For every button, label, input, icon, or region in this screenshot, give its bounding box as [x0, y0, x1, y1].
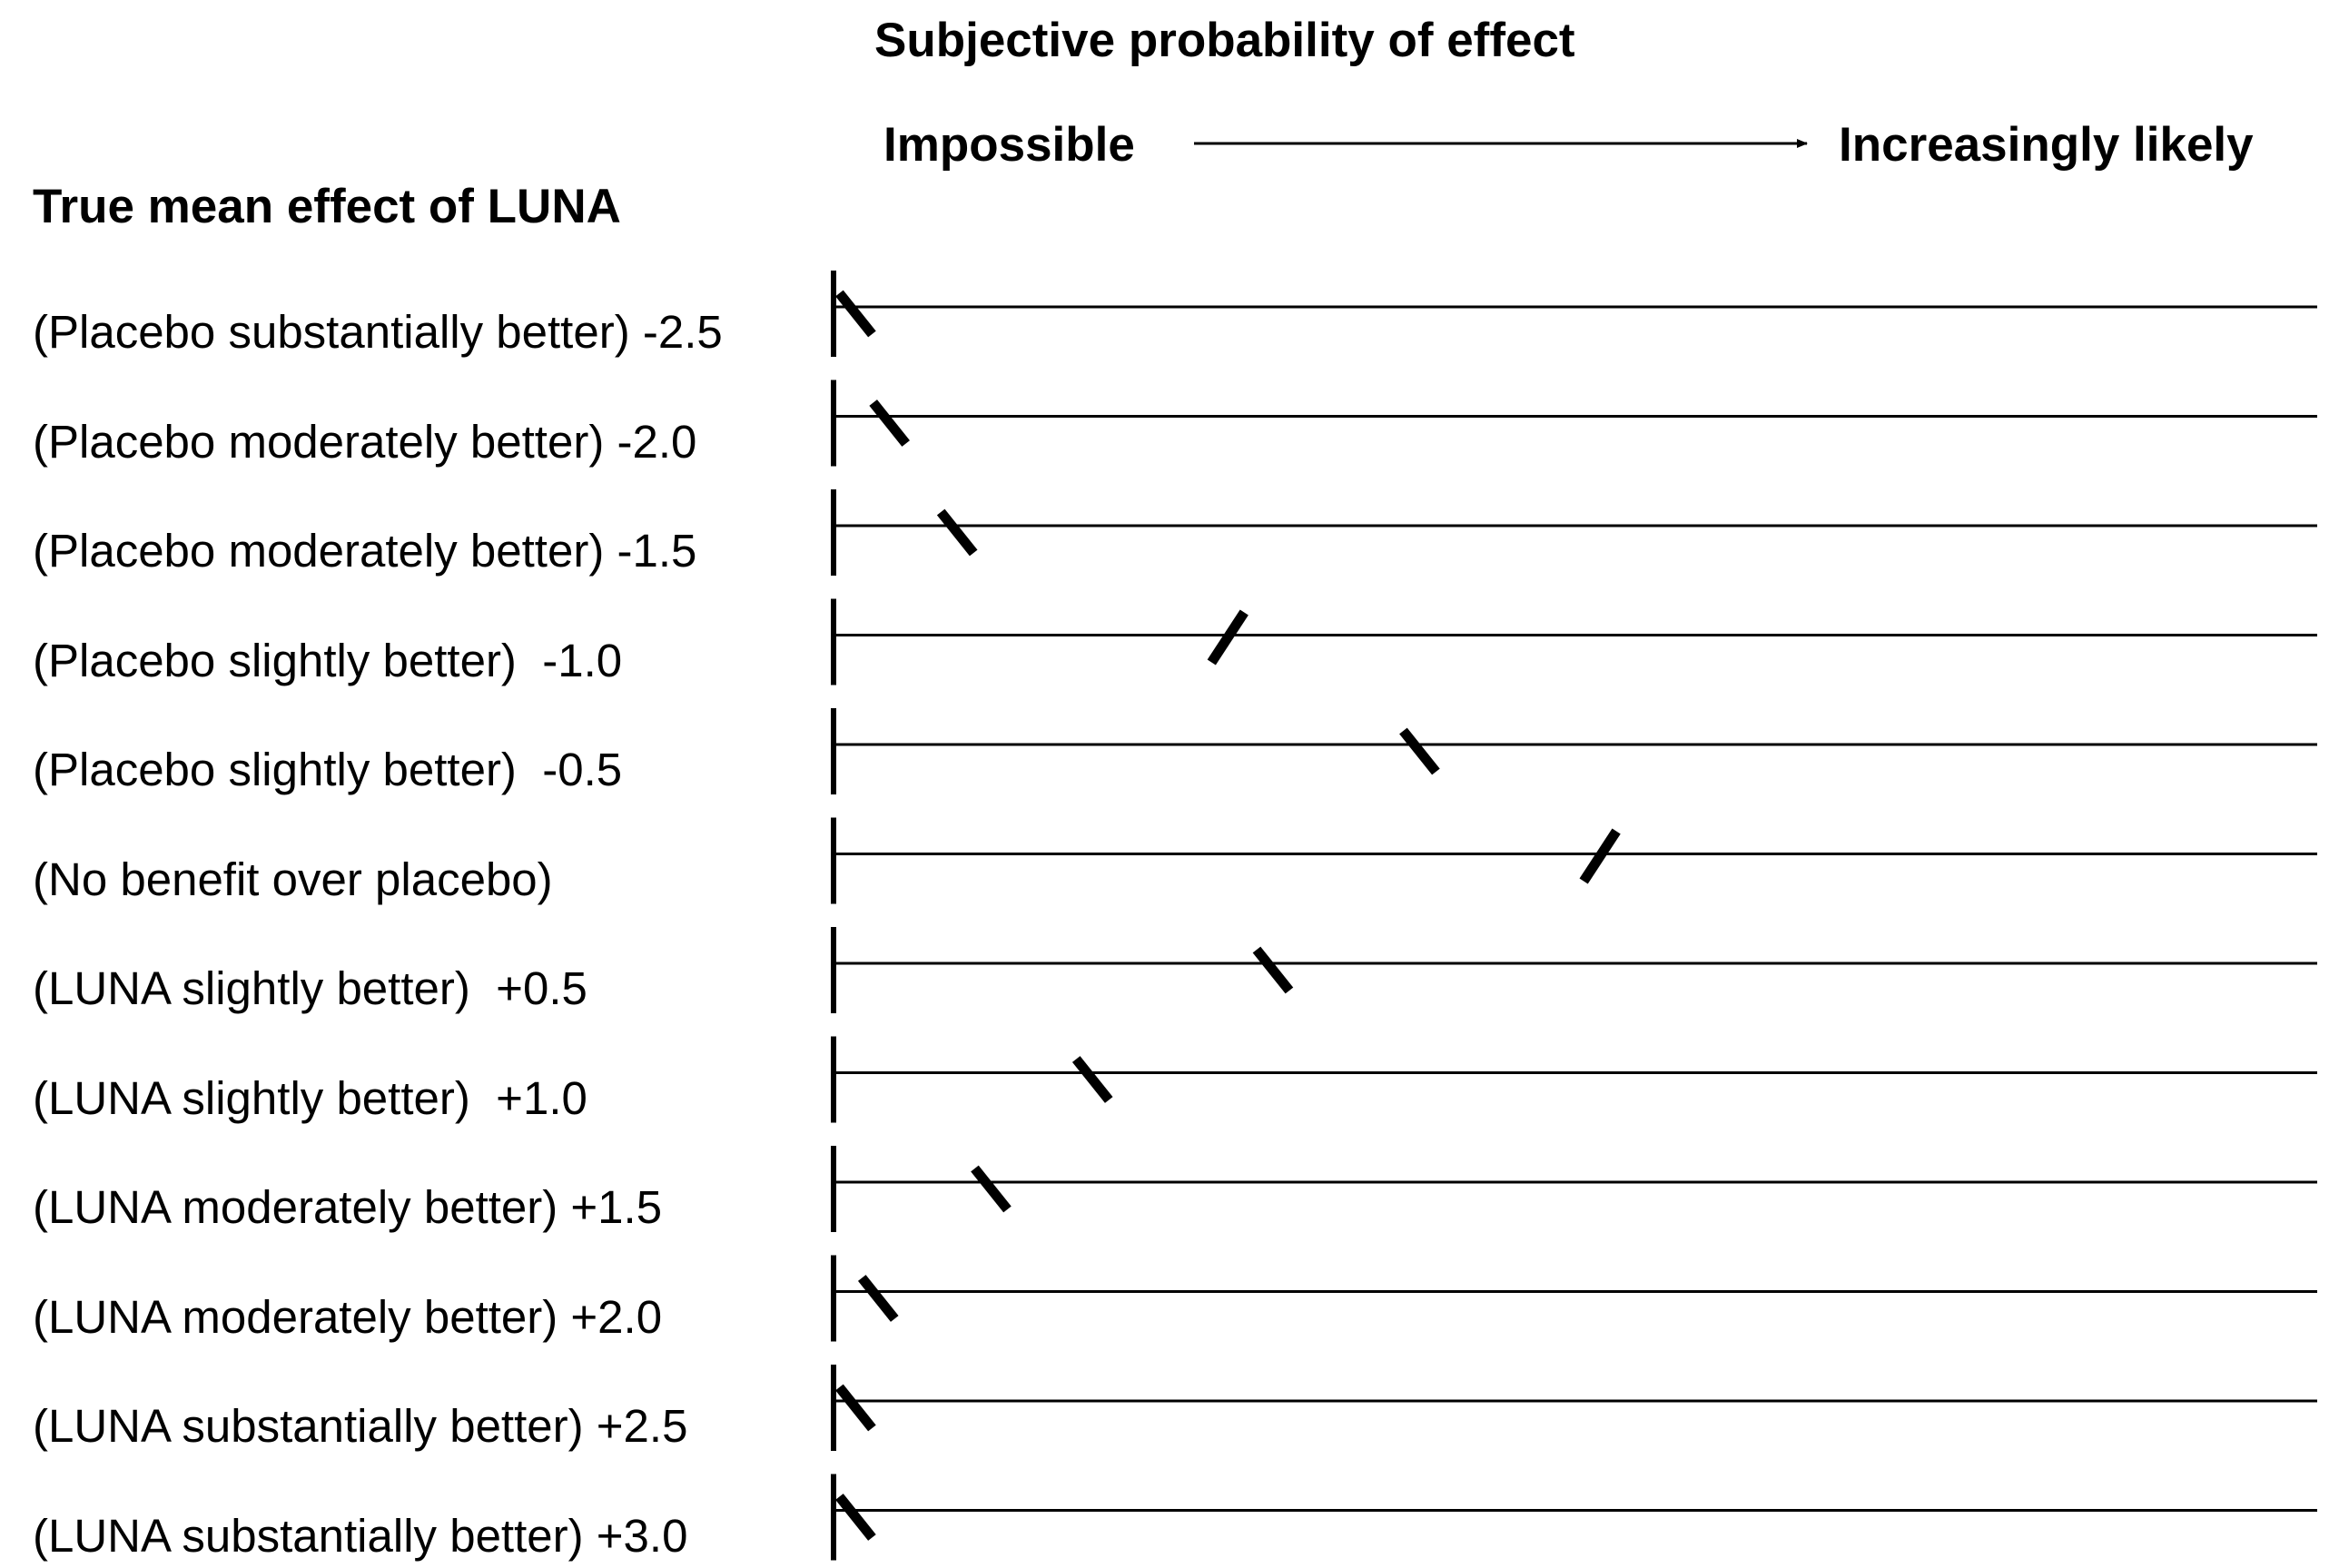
- row-label: (Placebo moderately better) -2.0: [33, 415, 697, 468]
- probability-mark: [835, 1384, 876, 1432]
- probability-mark: [1579, 828, 1621, 884]
- x-axis-right-label: Increasingly likely: [1839, 118, 2254, 172]
- row-label: (LUNA slightly better) +1.0: [33, 1071, 587, 1124]
- row-label: (Placebo moderately better) -1.5: [33, 525, 697, 577]
- x-axis-left-label: Impossible: [883, 118, 1135, 172]
- row-label: (LUNA substantially better) +2.5: [33, 1400, 688, 1452]
- probability-mark: [835, 290, 876, 338]
- probability-mark: [1207, 609, 1248, 666]
- probability-mark: [936, 508, 978, 557]
- probability-mark: [1071, 1056, 1113, 1103]
- probability-mark: [835, 1494, 876, 1541]
- row-label: (Placebo slightly better) -1.0: [33, 634, 623, 686]
- chart-title: Subjective probability of effect: [874, 14, 1575, 67]
- row-label: (Placebo substantially better) -2.5: [33, 306, 723, 358]
- probability-mark: [1252, 946, 1294, 994]
- probability-mark: [857, 1275, 899, 1322]
- y-axis-title: True mean effect of LUNA: [33, 180, 621, 233]
- probability-mark: [971, 1165, 1012, 1213]
- probability-mark: [1399, 727, 1440, 775]
- row-label: (No benefit over placebo): [33, 853, 553, 905]
- row-label: (LUNA moderately better) +2.0: [33, 1290, 663, 1343]
- row-label: (LUNA moderately better) +1.5: [33, 1181, 663, 1233]
- row-label: (Placebo slightly better) -0.5: [33, 744, 623, 795]
- row-label: (LUNA substantially better) +3.0: [33, 1509, 688, 1562]
- rows-group: [831, 271, 2317, 1561]
- row-label: (LUNA slightly better) +0.5: [33, 962, 587, 1014]
- probability-mark: [869, 399, 910, 447]
